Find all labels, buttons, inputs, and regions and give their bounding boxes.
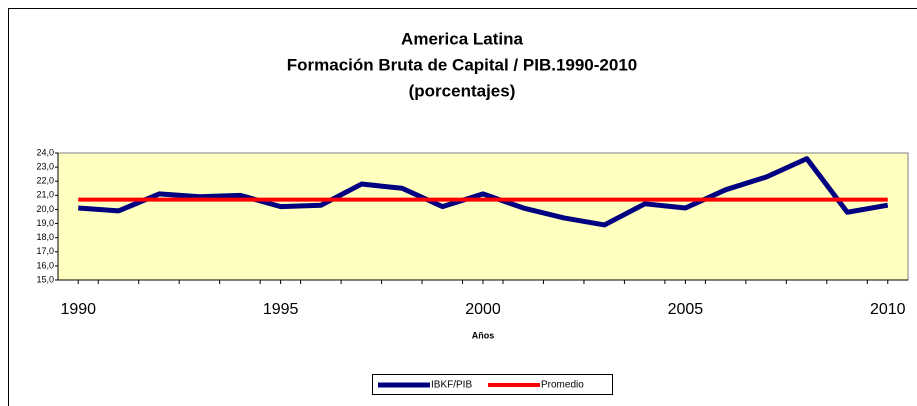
plot-area: [57, 152, 909, 281]
y-tick-label: 21,0: [36, 190, 54, 200]
y-tick-label: 20,0: [36, 204, 54, 214]
chart-title: America Latina: [401, 29, 523, 48]
y-tick-label: 23,0: [36, 161, 54, 171]
x-tick-label: 2010: [870, 301, 906, 318]
y-tick-label: 22,0: [36, 176, 54, 186]
y-tick-label: 18,0: [36, 232, 54, 242]
y-tick-label: 16,0: [36, 260, 54, 270]
chart-title: (porcentajes): [409, 81, 516, 100]
y-tick-label: 17,0: [36, 246, 54, 256]
x-axis-label: Años: [472, 330, 495, 340]
x-tick-label: 1995: [263, 301, 299, 318]
legend-label: Promedio: [541, 380, 584, 391]
legend-label: IBKF/PIB: [431, 380, 472, 391]
x-tick-label: 2000: [465, 301, 501, 318]
chart-title: Formación Bruta de Capital / PIB.1990-20…: [287, 55, 638, 74]
x-tick-label: 1990: [60, 301, 96, 318]
y-tick-label: 24,0: [36, 147, 54, 157]
line-series: [78, 156, 889, 228]
y-tick-label: 19,0: [36, 218, 54, 228]
x-tick-label: 2005: [668, 301, 704, 318]
y-tick-label: 15,0: [36, 274, 54, 284]
